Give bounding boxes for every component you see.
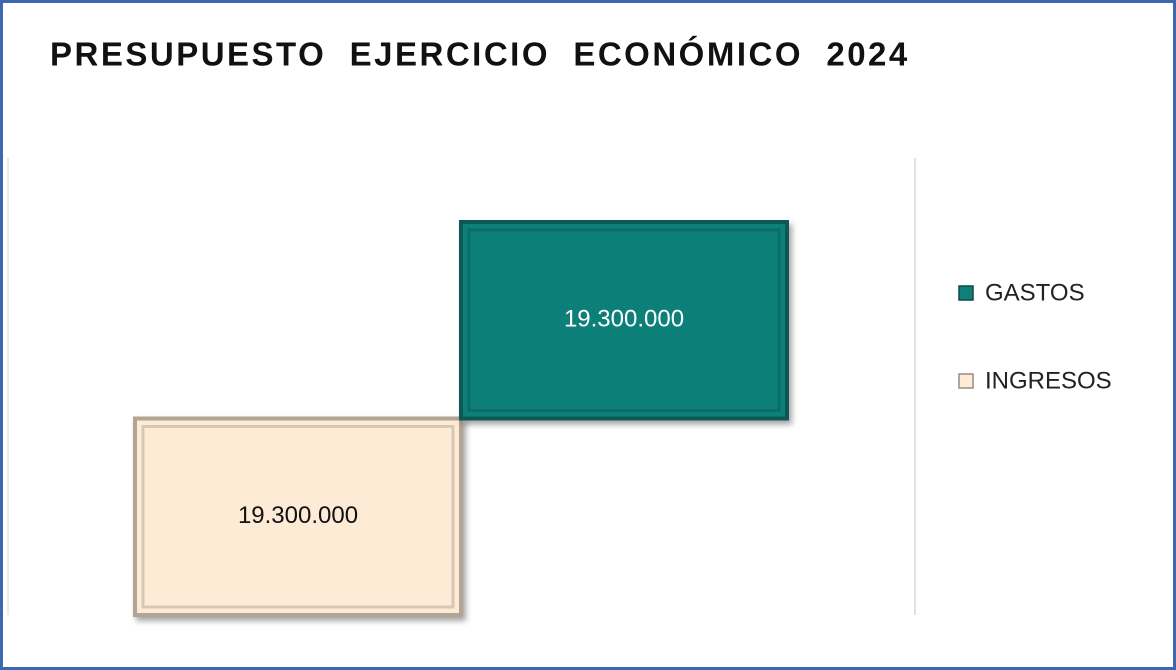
data-label: 19.300.000 — [564, 306, 684, 333]
bar — [459, 220, 789, 421]
legend-label: GASTOS — [985, 279, 1085, 306]
legend-swatch — [958, 373, 974, 389]
bar — [133, 416, 463, 617]
legend-swatch — [958, 285, 974, 301]
data-label: 19.300.000 — [238, 502, 358, 529]
bar-bevel — [141, 425, 455, 609]
chart-title: PRESUPUESTO EJERCICIO ECONÓMICO 2024 — [50, 36, 910, 73]
bar-bevel — [467, 228, 781, 412]
legend-label: INGRESOS — [985, 367, 1112, 394]
